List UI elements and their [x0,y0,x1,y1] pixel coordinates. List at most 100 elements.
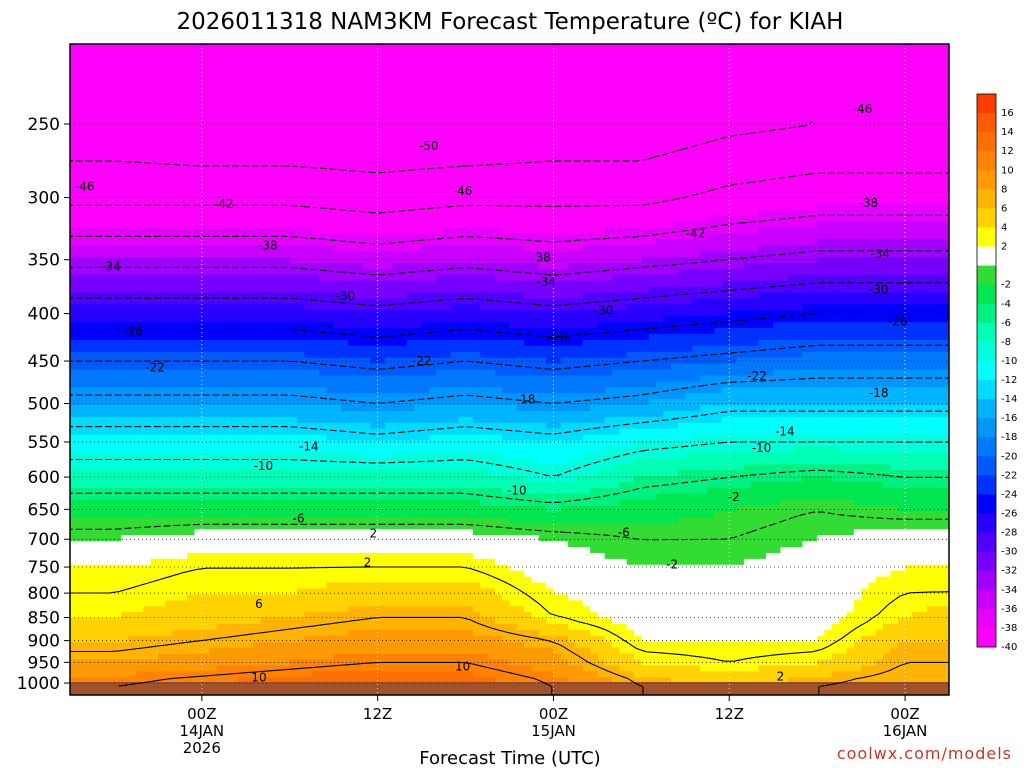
temperature-cell [502,274,511,282]
temperature-cell [326,186,335,193]
temperature-cell [216,126,225,134]
temperature-cell [458,91,467,98]
temperature-cell [165,274,174,282]
temperature-cell [619,61,628,69]
temperature-cell [275,115,284,122]
temperature-cell [326,61,335,69]
temperature-cell [121,138,130,146]
temperature-cell [392,274,401,282]
temperature-cell [538,168,547,175]
temperature-cell [392,239,401,246]
temperature-cell [209,245,218,252]
temperature-cell [458,103,467,110]
temperature-cell [77,49,86,57]
temperature-cell [729,91,738,98]
temperature-cell [560,91,569,98]
temperature-cell [428,186,437,193]
temperature-cell [787,44,796,51]
temperature-cell [795,186,804,193]
temperature-cell [546,156,555,163]
temperature-cell [399,197,408,205]
temperature-cell [77,126,86,134]
temperature-cell [626,245,635,252]
temperature-cell [597,103,606,110]
temperature-cell [121,257,130,264]
temperature-cell [187,138,196,146]
temperature-cell [472,286,481,294]
temperature-cell [494,144,503,152]
temperature-cell [553,103,562,110]
temperature-cell [179,97,188,104]
temperature-cell [135,168,144,175]
temperature-cell [582,162,591,169]
temperature-cell [590,49,598,57]
temperature-cell [201,115,210,122]
temperature-cell [817,61,826,69]
temperature-cell [319,227,327,234]
temperature-cell [465,186,474,193]
temperature-cell [363,215,371,223]
temperature-cell [839,138,848,146]
temperature-cell [355,262,364,270]
temperature-cell [150,251,159,258]
temperature-cell [70,180,78,187]
temperature-cell [890,162,899,169]
temperature-cell [802,109,811,116]
temperature-cell [846,227,855,234]
temperature-cell [414,274,423,282]
temperature-cell [868,97,877,104]
temperature-cell [91,97,100,104]
temperature-cell [194,197,203,205]
temperature-cell [648,251,657,258]
temperature-cell [245,73,254,81]
temperature-cell [509,49,518,57]
temperature-cell [480,103,489,110]
temperature-cell [297,67,305,75]
temperature-cell [538,286,547,294]
temperature-cell [604,209,613,217]
temperature-cell [707,150,716,158]
temperature-cell [436,168,445,175]
temperature-cell [450,168,459,175]
temperature-cell [487,73,496,81]
temperature-cell [363,73,371,81]
temperature-cell [575,132,584,140]
temperature-cell [758,103,767,110]
temperature-cell [568,280,577,288]
temperature-cell [846,209,855,217]
temperature-cell [399,191,408,199]
temperature-cell [77,162,86,169]
temperature-cell [604,73,613,81]
temperature-cell [729,109,738,116]
temperature-cell [84,150,93,158]
temperature-cell [582,245,591,252]
temperature-cell [84,144,93,152]
temperature-cell [135,286,144,294]
temperature-cell [560,138,569,146]
temperature-cell [165,257,174,264]
temperature-cell [406,49,415,57]
temperature-cell [685,191,694,199]
temperature-cell [135,209,144,217]
temperature-cell [414,150,423,158]
temperature-cell [84,109,93,116]
temperature-cell [516,49,525,57]
temperature-cell [421,150,430,158]
temperature-cell [245,274,254,282]
temperature-cell [787,162,796,169]
temperature-cell [70,109,78,116]
temperature-cell [780,209,789,217]
temperature-cell [428,274,437,282]
temperature-cell [267,245,276,252]
temperature-cell [135,79,144,87]
temperature-cell [868,115,877,122]
temperature-cell [99,174,108,181]
temperature-cell [648,150,657,158]
temperature-cell [333,274,342,282]
temperature-cell [575,186,584,193]
temperature-cell [304,73,313,81]
temperature-cell [597,168,606,175]
temperature-cell [179,103,188,110]
temperature-cell [743,274,752,282]
temperature-cell [773,162,782,169]
